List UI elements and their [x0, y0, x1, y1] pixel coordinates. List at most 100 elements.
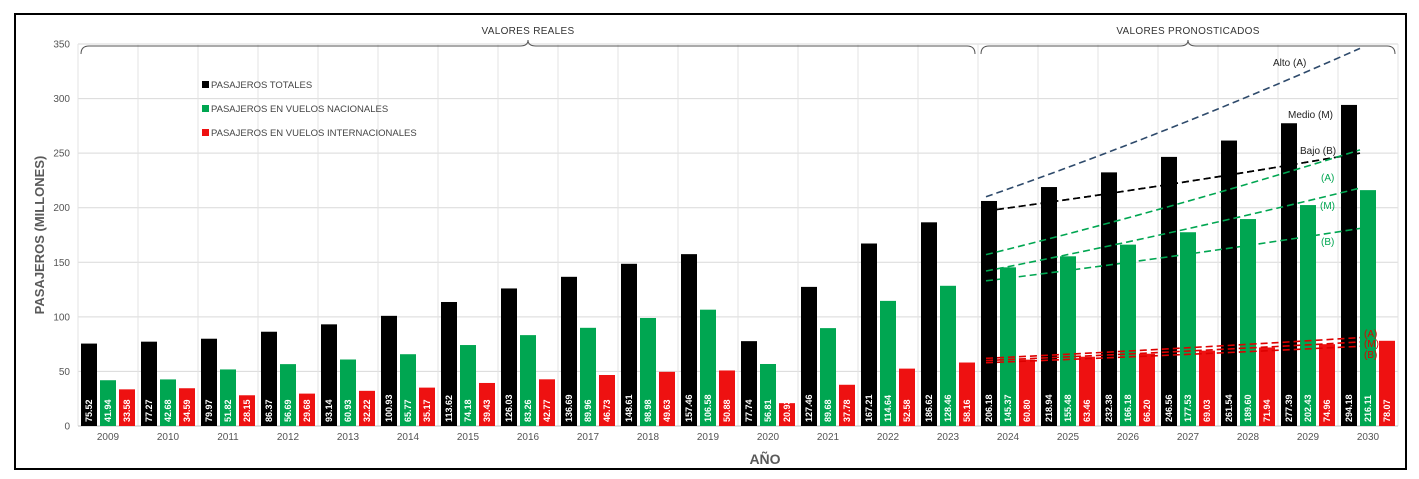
bar-value-label: 32.22	[362, 399, 372, 422]
bar-value-label: 50.88	[722, 399, 732, 422]
x-tick-label: 2025	[1057, 432, 1080, 443]
bar-0-6	[441, 301, 457, 426]
bar-0-15	[981, 200, 997, 426]
bar-1-4	[340, 359, 356, 426]
bar-value-label: 277.39	[1284, 394, 1294, 422]
x-tick-label: 2028	[1237, 432, 1260, 443]
bar-value-label: 261.54	[1224, 394, 1234, 422]
bar-value-label: 74.96	[1322, 399, 1332, 422]
x-tick-label: 2011	[217, 432, 239, 443]
projection-label: (A)	[1321, 173, 1334, 184]
bar-0-13	[861, 243, 877, 426]
x-tick-label: 2013	[337, 432, 360, 443]
bar-value-label: 246.56	[1164, 394, 1174, 422]
y-tick-label: 150	[53, 258, 70, 269]
bar-2-18	[1199, 350, 1215, 426]
bar-2-12	[839, 384, 855, 426]
bracket-label: VALORES REALES	[482, 26, 575, 37]
bar-value-label: 106.58	[703, 394, 713, 422]
legend-label: PASAJEROS EN VUELOS NACIONALES	[211, 104, 388, 115]
projection-line-6	[985, 336, 1361, 360]
x-axis-title: AÑO	[749, 450, 780, 467]
bar-0-14	[921, 222, 937, 426]
bar-1-7	[520, 335, 536, 426]
x-tick-label: 2030	[1357, 432, 1380, 443]
bar-2-2	[239, 395, 255, 426]
bracket-label: VALORES PRONOSTICADOS	[1116, 26, 1259, 37]
projection-line-3	[985, 149, 1361, 256]
bar-value-label: 49.63	[662, 399, 672, 422]
x-tick-label: 2016	[517, 432, 540, 443]
x-tick-label: 2023	[937, 432, 960, 443]
bar-0-12	[801, 286, 817, 426]
projection-line-7	[985, 341, 1361, 362]
bar-value-label: 113.62	[444, 395, 454, 422]
x-tick-label: 2010	[157, 432, 180, 443]
projection-label: (M)	[1320, 201, 1335, 212]
bar-value-label: 186.62	[924, 394, 934, 422]
bar-value-label: 28.15	[242, 399, 252, 422]
bar-1-20	[1300, 205, 1316, 426]
bar-2-20	[1319, 344, 1335, 426]
y-tick-label: 50	[59, 367, 71, 378]
x-tick-label: 2029	[1297, 432, 1320, 443]
legend-label: PASAJEROS EN VUELOS INTERNACIONALES	[211, 128, 417, 139]
bar-value-label: 167.21	[864, 394, 874, 422]
y-tick-label: 300	[53, 94, 70, 105]
bar-value-label: 60.80	[1022, 399, 1032, 422]
bar-value-label: 60.93	[343, 399, 353, 422]
bar-value-label: 89.96	[583, 399, 593, 422]
bar-1-3	[280, 364, 296, 426]
bar-0-8	[561, 276, 577, 426]
projection-line-5	[985, 227, 1361, 282]
y-tick-label: 350	[53, 40, 70, 51]
legend-swatch-2	[202, 129, 209, 136]
bar-1-9	[640, 317, 656, 426]
bar-value-label: 128.46	[943, 394, 953, 422]
bar-value-label: 177.53	[1183, 394, 1193, 422]
bar-value-label: 216.11	[1363, 395, 1373, 422]
bar-value-label: 75.52	[84, 399, 94, 422]
bar-0-17	[1101, 172, 1117, 426]
legend-swatch-1	[202, 105, 209, 112]
bar-value-label: 79.97	[204, 399, 214, 422]
bar-2-9	[659, 371, 675, 426]
x-tick-label: 2019	[697, 432, 720, 443]
x-tick-label: 2026	[1117, 432, 1140, 443]
bar-value-label: 83.26	[523, 399, 533, 422]
x-tick-label: 2021	[817, 432, 840, 443]
bar-value-label: 71.94	[1262, 399, 1272, 422]
bar-0-0	[81, 343, 97, 426]
bar-2-3	[299, 393, 315, 426]
bar-value-label: 189.60	[1243, 394, 1253, 422]
projection-label: Alto (A)	[1273, 58, 1306, 69]
bar-2-5	[419, 387, 435, 426]
bar-2-8	[599, 374, 615, 426]
bar-value-label: 218.94	[1044, 394, 1054, 422]
projection-label: (B)	[1364, 350, 1377, 361]
projection-label: (A)	[1364, 329, 1377, 340]
bar-value-label: 52.58	[902, 399, 912, 422]
projection-line-0	[985, 47, 1361, 198]
bar-value-label: 93.14	[324, 399, 334, 422]
x-tick-label: 2014	[397, 432, 420, 443]
projection-label: (M)	[1364, 339, 1379, 350]
bar-0-5	[381, 315, 397, 426]
bar-value-label: 98.98	[643, 399, 653, 422]
bar-value-label: 77.74	[744, 399, 754, 422]
bar-2-6	[479, 382, 495, 426]
bar-1-15	[1000, 267, 1016, 426]
bar-1-14	[940, 285, 956, 426]
bar-1-18	[1180, 232, 1196, 426]
x-tick-label: 2015	[457, 432, 480, 443]
bar-0-7	[501, 288, 517, 426]
bar-value-label: 51.82	[223, 399, 233, 422]
bar-1-17	[1120, 244, 1136, 426]
bar-value-label: 157.46	[684, 394, 694, 422]
bar-value-label: 294.18	[1344, 394, 1354, 422]
bar-value-label: 100.93	[384, 394, 394, 422]
bar-2-14	[959, 362, 975, 426]
bar-value-label: 66.20	[1142, 399, 1152, 422]
x-tick-label: 2024	[997, 432, 1020, 443]
chart-frame	[14, 13, 1407, 470]
